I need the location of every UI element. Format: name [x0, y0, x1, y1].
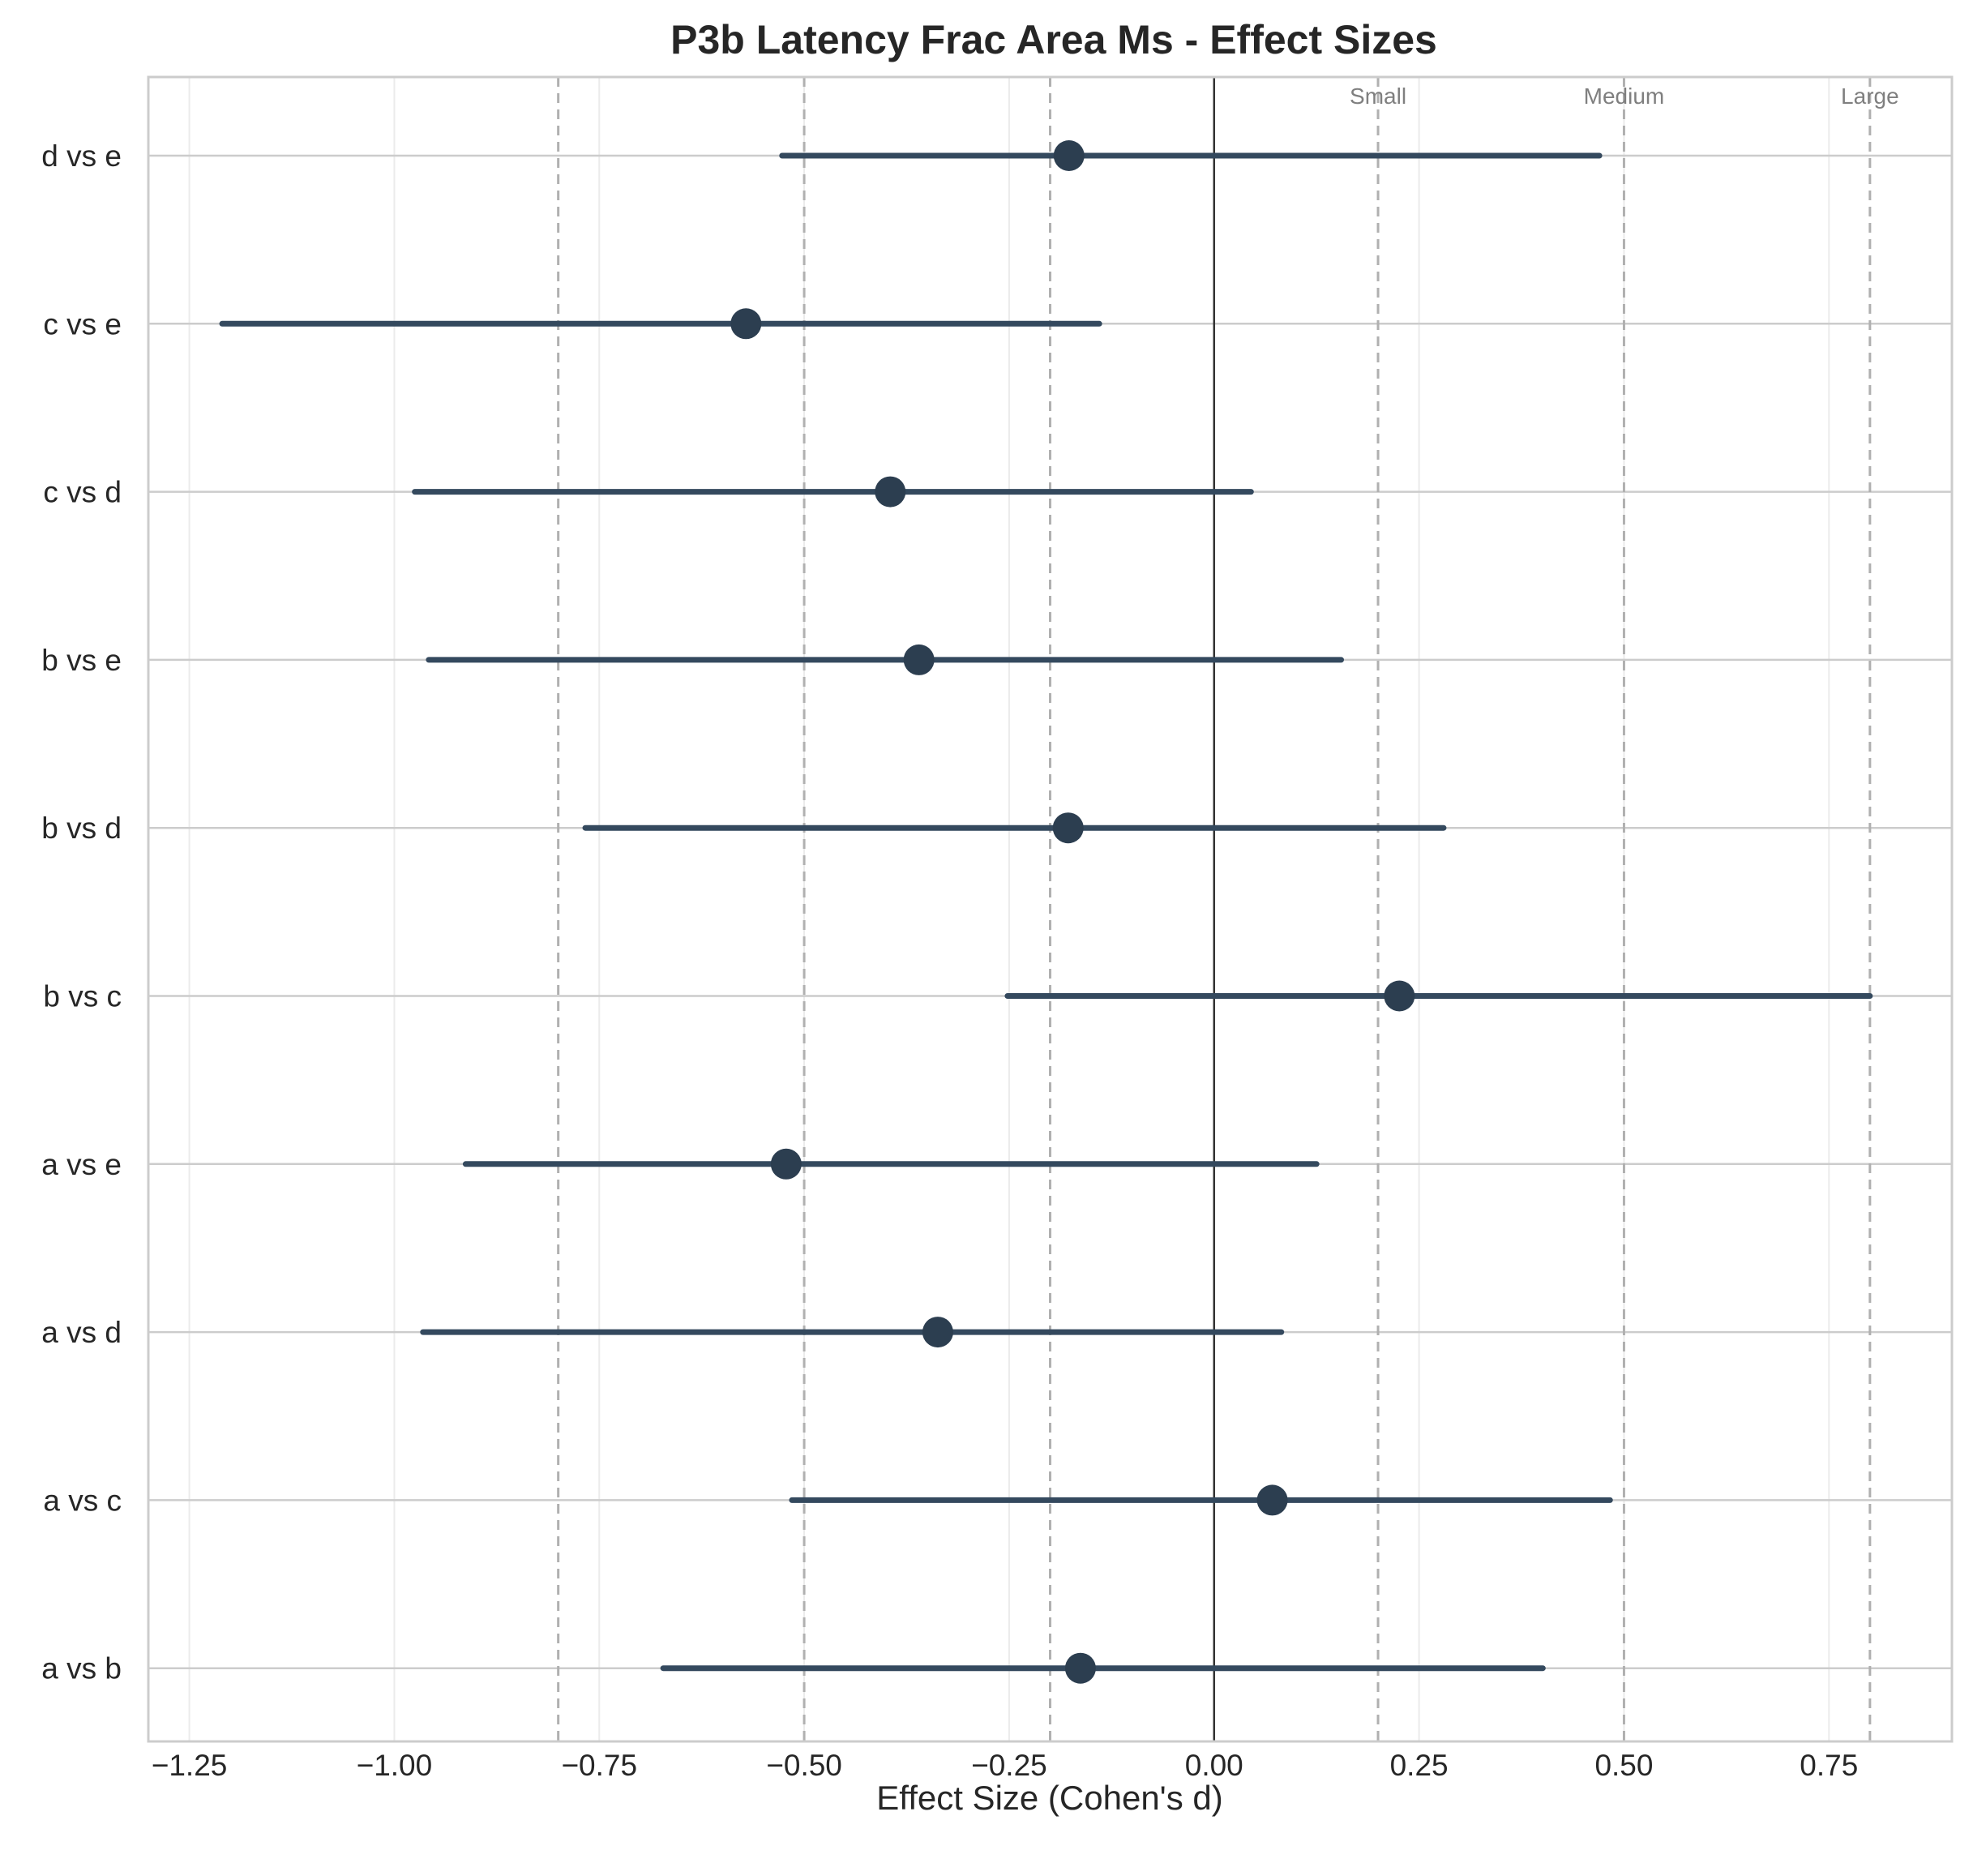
x-tick-labels: −1.25 −1.00 −0.75 −0.50 −0.25 0.00 0.25 0.50 0.7… [152, 1749, 1859, 1782]
y-tick-label: c vs e [43, 307, 122, 341]
y-tick-label: b vs d [41, 812, 122, 845]
y-tick-labels: a vs b a vs c a vs d a vs e b vs c b vs d b vs… [41, 139, 122, 1685]
x-tick-label: 0.50 [1594, 1749, 1653, 1782]
plot-frame [147, 75, 1954, 1743]
effect-point [903, 644, 935, 675]
effect-point [1256, 1484, 1288, 1516]
y-tick-label: b vs e [41, 644, 122, 677]
y-tick-label: a vs d [41, 1316, 122, 1349]
y-tick-label: a vs e [41, 1148, 122, 1181]
data-layer [219, 140, 1873, 1684]
x-tick-label: −0.25 [971, 1749, 1047, 1782]
x-tick-label: 0.75 [1800, 1749, 1858, 1782]
y-tick-label: d vs e [41, 139, 122, 173]
x-tick-label: −0.75 [561, 1749, 637, 1782]
y-tick-label: b vs c [43, 980, 122, 1013]
x-tick-label: 0.25 [1390, 1749, 1449, 1782]
y-tick-label: a vs b [41, 1652, 122, 1685]
effect-point [1053, 140, 1085, 171]
x-tick-label: −1.00 [357, 1749, 433, 1782]
y-tick-label: a vs c [43, 1484, 122, 1517]
x-tick-label: −0.50 [766, 1749, 842, 1782]
x-tick-label: −1.25 [152, 1749, 228, 1782]
effect-point [730, 308, 762, 340]
chart-title: P3b Latency Frac Area Ms - Effect Sizes [670, 17, 1437, 62]
threshold-label: Large [1841, 84, 1899, 109]
y-tick-label: c vs d [43, 476, 122, 509]
effect-point [922, 1317, 953, 1348]
threshold-label: Medium [1584, 84, 1665, 109]
x-tick-label: 0.00 [1185, 1749, 1243, 1782]
x-axis-label: Effect Size (Cohen's d) [876, 1779, 1222, 1817]
effect-point [1384, 980, 1415, 1012]
effect-point [770, 1148, 802, 1180]
threshold-label: Small [1350, 84, 1406, 109]
effect-point [875, 476, 906, 508]
effect-point [1064, 1652, 1096, 1684]
effect-point [1052, 812, 1084, 844]
reference-lines: Small Medium Large [557, 77, 1899, 1741]
